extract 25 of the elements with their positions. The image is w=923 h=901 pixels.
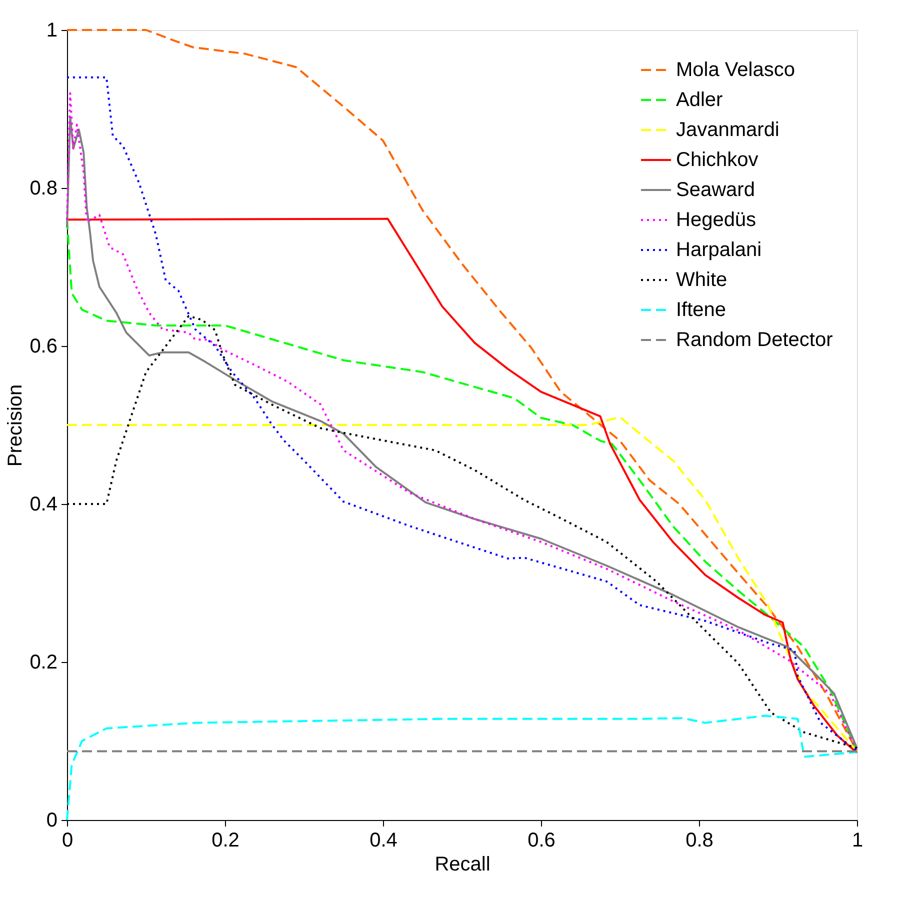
legend-label: Random Detector	[676, 329, 834, 351]
line-series	[66, 416, 858, 752]
legend-label: Hegedüs	[676, 209, 756, 231]
y-tick-label: 0	[46, 810, 58, 832]
x-tick-label: 0.4	[370, 830, 398, 852]
x-axis-title: Recall	[434, 854, 490, 876]
y-axis-title: Precision	[4, 384, 27, 467]
legend-label: Harpalani	[676, 239, 762, 261]
legend-label: Seaward	[676, 179, 755, 201]
legend-label: White	[676, 269, 728, 291]
legend-label: Javanmardi	[676, 119, 780, 141]
y-tick-label: 0.8	[30, 178, 58, 200]
legend-label: Mola Velasco	[676, 59, 795, 81]
y-tick-label: 0.2	[30, 652, 58, 674]
y-tick-label: 0.6	[30, 336, 58, 358]
x-tick-label: 0.2	[212, 830, 240, 852]
legend-label: Adler	[676, 89, 724, 111]
y-tick-label: 1	[46, 20, 58, 42]
x-tick-label: 0	[62, 830, 74, 852]
x-tick-label: 1	[852, 830, 864, 852]
y-tick-label: 0.4	[30, 494, 58, 516]
legend-label: Iftene	[676, 299, 726, 321]
x-tick-label: 0.8	[686, 830, 714, 852]
x-tick-label: 0.6	[528, 830, 556, 852]
legend-label: Chichkov	[676, 149, 758, 171]
